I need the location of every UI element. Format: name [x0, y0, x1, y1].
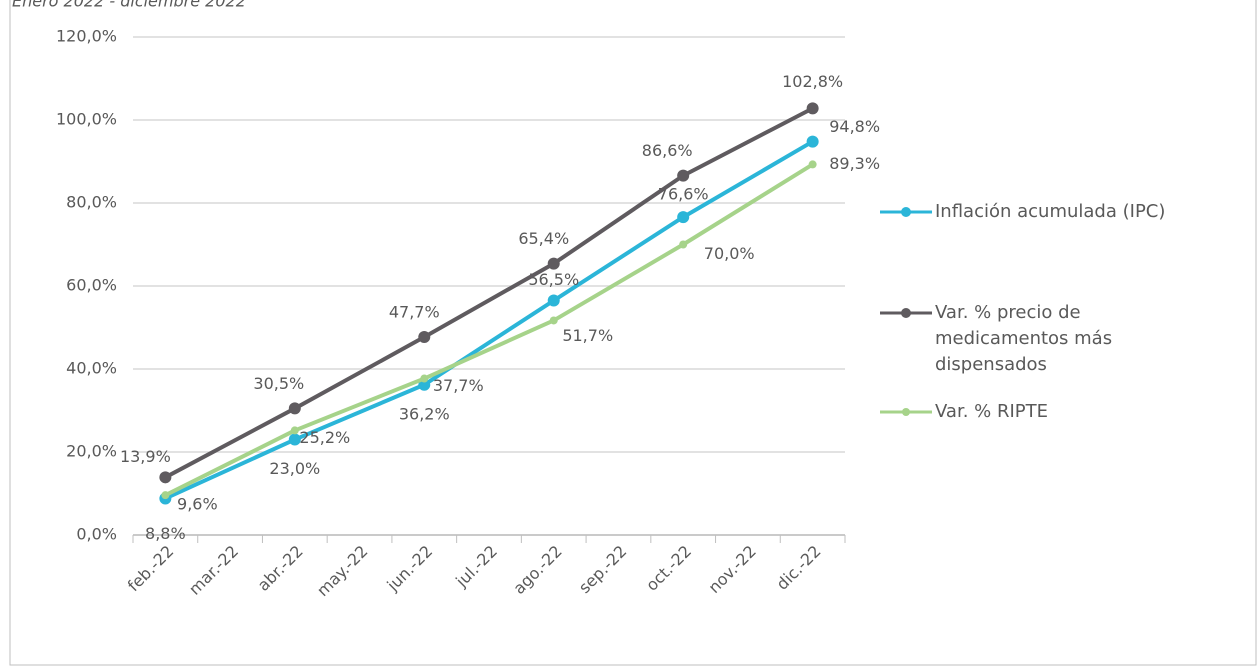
data-label: 23,0% — [269, 459, 320, 478]
series-line — [164, 106, 814, 480]
y-tick-label: 0,0% — [76, 525, 117, 544]
legend-marker — [901, 308, 911, 318]
series-marker — [679, 240, 688, 249]
legend-label: Var. % RIPTE — [935, 401, 1048, 422]
series-marker — [677, 169, 690, 182]
series-marker — [288, 433, 301, 446]
series-marker — [420, 374, 429, 383]
series-marker — [159, 471, 172, 484]
data-label: 36,2% — [399, 404, 450, 423]
series-line — [164, 162, 814, 497]
data-label: 65,4% — [518, 229, 569, 248]
series-marker — [290, 426, 299, 435]
data-label: 47,7% — [389, 303, 440, 322]
y-tick-label: 100,0% — [56, 110, 117, 129]
data-label: 30,5% — [253, 374, 304, 393]
y-tick-label: 40,0% — [66, 359, 117, 378]
series-marker — [161, 491, 170, 500]
data-label: 9,6% — [177, 495, 218, 514]
chart-frame — [9, 0, 1257, 666]
series-marker — [677, 211, 690, 224]
data-label: 13,9% — [120, 447, 171, 466]
series-marker — [806, 102, 819, 115]
series-line — [164, 139, 814, 501]
data-label: 37,7% — [433, 376, 484, 395]
legend-label: Var. % precio de medicamentos más dispen… — [935, 302, 1118, 375]
series-marker — [808, 160, 817, 169]
y-tick-label: 20,0% — [66, 442, 117, 461]
series-marker — [549, 316, 558, 325]
data-label: 102,8% — [782, 72, 843, 91]
chart-subtitle: Enero 2022 - diciembre 2022 — [12, 0, 246, 11]
legend-label: Inflación acumulada (IPC) — [935, 201, 1165, 222]
legend-marker — [901, 207, 911, 217]
data-label: 94,8% — [829, 117, 880, 136]
series-marker — [418, 331, 431, 344]
data-label: 86,6% — [642, 141, 693, 160]
data-label: 76,6% — [658, 185, 709, 204]
y-tick-label: 120,0% — [56, 27, 117, 46]
data-label: 51,7% — [562, 326, 613, 345]
data-label: 8,8% — [145, 524, 186, 543]
series-marker — [547, 294, 560, 307]
data-label: 25,2% — [299, 428, 350, 447]
series-marker — [547, 257, 560, 270]
series-marker — [806, 135, 819, 148]
data-label: 89,3% — [829, 154, 880, 173]
y-tick-label: 60,0% — [66, 276, 117, 295]
data-label: 70,0% — [704, 244, 755, 263]
data-label: 56,5% — [528, 270, 579, 289]
series-marker — [288, 402, 301, 415]
y-tick-label: 80,0% — [66, 193, 117, 212]
legend-marker — [902, 408, 910, 416]
